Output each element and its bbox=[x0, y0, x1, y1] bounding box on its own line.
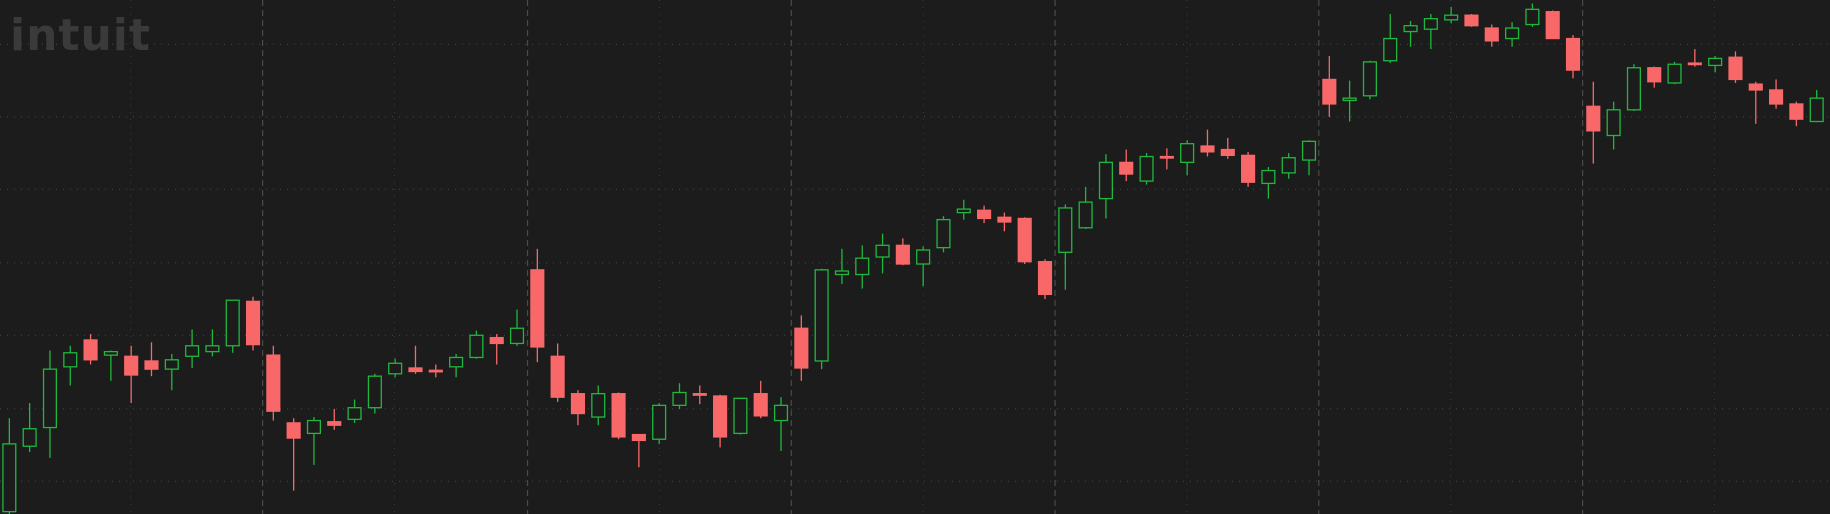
candle-body bbox=[773, 404, 789, 422]
candle-body bbox=[408, 367, 423, 373]
candle-body bbox=[814, 269, 829, 362]
candle-body bbox=[591, 393, 606, 418]
candle-body bbox=[245, 300, 261, 346]
candle-body bbox=[631, 433, 646, 442]
candle-body bbox=[1484, 27, 1499, 42]
candle-body bbox=[1098, 161, 1114, 200]
candle-body bbox=[428, 369, 443, 373]
candle-body bbox=[794, 327, 809, 369]
candle-body bbox=[327, 421, 342, 426]
candle-body bbox=[1647, 67, 1662, 83]
candle-body bbox=[1301, 140, 1317, 161]
candle-body bbox=[1180, 143, 1195, 164]
candle-body bbox=[1017, 217, 1032, 263]
candle-body bbox=[1220, 148, 1235, 157]
candle-body bbox=[164, 359, 179, 370]
candle-body bbox=[1667, 63, 1682, 84]
candle-body bbox=[509, 327, 525, 345]
candle-body bbox=[1626, 67, 1641, 111]
candle-body bbox=[1586, 105, 1601, 132]
candle-body bbox=[570, 393, 586, 415]
candle-body bbox=[1362, 61, 1378, 97]
candle-body bbox=[103, 350, 118, 356]
candle-body bbox=[550, 355, 565, 398]
candle-body bbox=[1403, 25, 1418, 33]
candle-body bbox=[1748, 83, 1763, 91]
candle-body bbox=[916, 249, 931, 265]
candle-body bbox=[266, 354, 281, 412]
candle-body bbox=[1505, 27, 1520, 40]
candle-body bbox=[1769, 89, 1784, 105]
candle-body bbox=[1139, 155, 1154, 182]
candle-body bbox=[83, 339, 98, 361]
candle-body bbox=[1037, 261, 1053, 296]
candle-body bbox=[1565, 37, 1581, 71]
candle-body bbox=[367, 375, 382, 409]
candle-body bbox=[449, 356, 464, 368]
candle-body bbox=[1525, 8, 1540, 26]
candle-body bbox=[185, 345, 200, 357]
candle-body bbox=[713, 395, 728, 438]
candle-body bbox=[1119, 161, 1134, 175]
candle-body bbox=[1159, 155, 1174, 159]
candle-body bbox=[753, 393, 768, 417]
candle-body bbox=[1708, 57, 1723, 67]
candle-body bbox=[22, 428, 37, 447]
candle-body bbox=[63, 352, 78, 368]
candle-body bbox=[469, 334, 484, 359]
candle-body bbox=[1728, 56, 1743, 81]
candle-body bbox=[611, 393, 626, 438]
candle-body bbox=[306, 419, 322, 435]
candle-body bbox=[1322, 78, 1337, 105]
candle-body bbox=[42, 368, 58, 429]
candle-body bbox=[1423, 18, 1438, 30]
watermark: intuit bbox=[10, 10, 151, 61]
candle-body bbox=[834, 270, 850, 276]
candle-body bbox=[1545, 11, 1560, 40]
candle-body bbox=[875, 244, 890, 258]
candle-body bbox=[936, 218, 951, 249]
candle-body bbox=[1200, 145, 1215, 153]
candle-body bbox=[1078, 201, 1093, 229]
candle-body bbox=[530, 269, 545, 348]
candle-body bbox=[1606, 109, 1621, 137]
candle-body bbox=[1241, 154, 1256, 183]
candle-body bbox=[1058, 207, 1073, 253]
candle-body bbox=[1789, 103, 1804, 120]
candle-body bbox=[2, 443, 17, 513]
candle-body bbox=[286, 422, 301, 439]
candle-body bbox=[956, 208, 971, 214]
candle-body bbox=[1261, 169, 1276, 185]
candle-body bbox=[1687, 62, 1702, 66]
candle-body bbox=[388, 362, 403, 375]
candle-body bbox=[652, 404, 667, 440]
candle-body bbox=[997, 216, 1012, 223]
candle-body bbox=[225, 299, 240, 347]
candle-body bbox=[205, 345, 220, 353]
candle-body bbox=[1383, 37, 1398, 62]
candle-body bbox=[672, 391, 687, 407]
candle-body bbox=[855, 257, 870, 276]
candle-body bbox=[1444, 14, 1459, 21]
candle-body bbox=[1281, 157, 1296, 174]
candle-body bbox=[733, 397, 748, 435]
candle-body bbox=[347, 407, 362, 421]
candle-body bbox=[489, 336, 504, 345]
candle-body bbox=[1342, 97, 1357, 102]
candle-body bbox=[144, 360, 159, 370]
candle-body bbox=[1464, 14, 1479, 27]
candle-body bbox=[1809, 97, 1824, 123]
candle-body bbox=[124, 355, 139, 376]
candle-body bbox=[977, 209, 992, 220]
candle-body bbox=[692, 393, 707, 396]
candles bbox=[2, 3, 1824, 514]
candle-body bbox=[895, 244, 910, 265]
